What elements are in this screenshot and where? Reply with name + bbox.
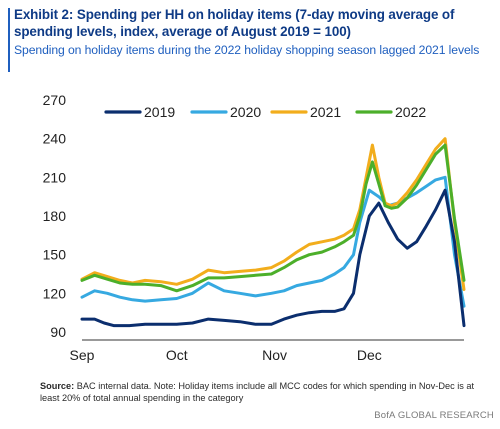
y-tick-label: 240	[43, 131, 67, 147]
series-line-2022	[80, 143, 466, 293]
source-text: BAC internal data. Note: Holiday items i…	[40, 381, 475, 403]
y-tick-label: 150	[43, 247, 67, 263]
x-tick-label: Sep	[70, 347, 95, 363]
legend-label-2019: 2019	[144, 104, 175, 120]
y-tick-label: 120	[43, 285, 67, 301]
series-line-2021	[80, 137, 466, 291]
x-tick-label: Dec	[357, 347, 382, 363]
line-chart: 90 120 150 180 210 240 270 Sep Oct Nov Dec 2019 2020…	[43, 92, 466, 363]
y-tick-label: 180	[43, 208, 67, 224]
source-label: Source:	[40, 381, 75, 391]
chart-title: Exhibit 2: Spending per HH on holiday it…	[14, 7, 455, 39]
y-tick-label: 90	[50, 324, 66, 340]
series-line-2020	[80, 175, 466, 308]
chart-subtitle: Spending on holiday items during the 202…	[14, 43, 480, 57]
source-note: Source: BAC internal data. Note: Holiday…	[40, 380, 494, 404]
brand-footer: BofA GLOBAL RESEARCH	[374, 410, 494, 421]
legend-label-2021: 2021	[310, 104, 341, 120]
legend-label-2020: 2020	[230, 104, 261, 120]
x-tick-label: Oct	[166, 347, 188, 363]
y-tick-label: 270	[43, 92, 67, 108]
x-tick-label: Nov	[262, 347, 287, 363]
series-line-2019	[80, 188, 466, 328]
title-accent-bar	[8, 8, 10, 72]
y-tick-label: 210	[43, 169, 67, 185]
legend-label-2022: 2022	[395, 104, 426, 120]
